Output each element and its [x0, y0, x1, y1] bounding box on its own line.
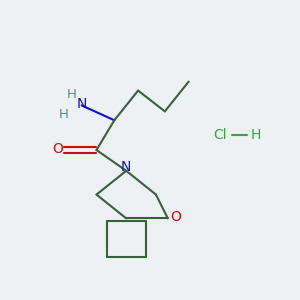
- Text: O: O: [171, 210, 182, 224]
- Text: H: H: [59, 108, 69, 121]
- Text: N: N: [76, 97, 87, 111]
- Text: O: O: [52, 142, 63, 156]
- Text: H: H: [250, 128, 261, 142]
- Text: Cl: Cl: [213, 128, 227, 142]
- Text: N: N: [121, 160, 131, 174]
- Text: H: H: [66, 88, 76, 100]
